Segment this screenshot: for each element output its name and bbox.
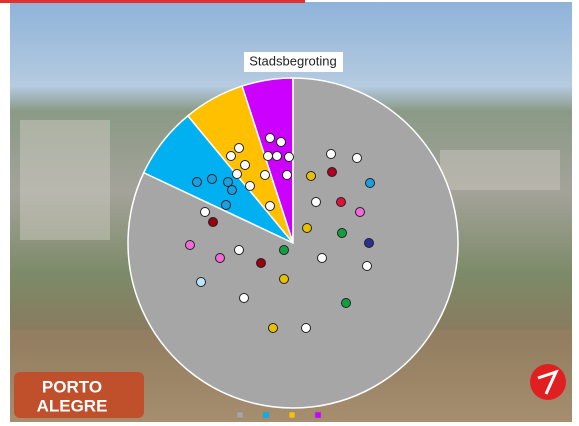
dot: [341, 298, 351, 308]
dot: [239, 293, 249, 303]
emblem-mark: [537, 369, 559, 395]
dot: [284, 152, 294, 162]
dot: [226, 151, 236, 161]
city-emblem: [530, 364, 566, 400]
dot: [260, 170, 270, 180]
dot: [200, 207, 210, 217]
logo-text: ALEGRE: [37, 396, 108, 415]
legend: [236, 411, 322, 419]
dot: [327, 167, 337, 177]
dot: [355, 207, 365, 217]
dot: [282, 170, 292, 180]
dot: [326, 149, 336, 159]
chart-title: Stadsbegroting: [249, 53, 336, 68]
dot: [263, 151, 273, 161]
dot: [185, 240, 195, 250]
dot: [265, 201, 275, 211]
dot: [256, 258, 266, 268]
dot: [306, 171, 316, 181]
dot: [192, 177, 202, 187]
dot: [317, 253, 327, 263]
dot: [352, 153, 362, 163]
legend-swatch: [314, 411, 322, 419]
dot: [268, 323, 278, 333]
dot: [276, 137, 286, 147]
title-box: [244, 52, 343, 72]
dot: [221, 200, 231, 210]
dot: [240, 160, 250, 170]
dot: [227, 185, 237, 195]
legend-swatch: [288, 411, 296, 419]
buildings: [20, 120, 110, 240]
dot: [279, 245, 289, 255]
dot: [223, 177, 233, 187]
dot: [301, 323, 311, 333]
dot: [272, 151, 282, 161]
dot: [336, 197, 346, 207]
dot: [208, 217, 218, 227]
pie: [127, 77, 459, 409]
dot: [337, 228, 347, 238]
legend-swatch: [236, 411, 244, 419]
dot: [364, 238, 374, 248]
logo-text: PORTO: [42, 377, 102, 396]
dot: [279, 274, 289, 284]
dot: [196, 277, 206, 287]
dot: [232, 169, 242, 179]
dots: [185, 133, 375, 333]
dot: [207, 174, 217, 184]
pie-slice: [127, 77, 459, 409]
dot: [215, 253, 225, 263]
dot: [234, 143, 244, 153]
dot: [302, 223, 312, 233]
legend-swatch: [262, 411, 270, 419]
dot: [365, 178, 375, 188]
dot: [234, 245, 244, 255]
dot: [311, 197, 321, 207]
logo-badge: [14, 372, 144, 418]
buildings: [440, 150, 560, 190]
dot: [265, 133, 275, 143]
dot: [362, 261, 372, 271]
dot: [245, 181, 255, 191]
top-bar: [0, 0, 305, 3]
